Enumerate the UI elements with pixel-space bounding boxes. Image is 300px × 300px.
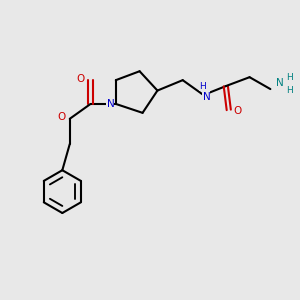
Text: H: H [286,73,293,82]
Text: O: O [234,106,242,116]
Text: H: H [199,82,206,91]
Text: N: N [106,99,114,109]
Text: N: N [276,77,284,88]
Text: O: O [57,112,66,122]
Text: O: O [76,74,84,84]
Text: N: N [202,92,210,101]
Text: H: H [286,86,293,95]
